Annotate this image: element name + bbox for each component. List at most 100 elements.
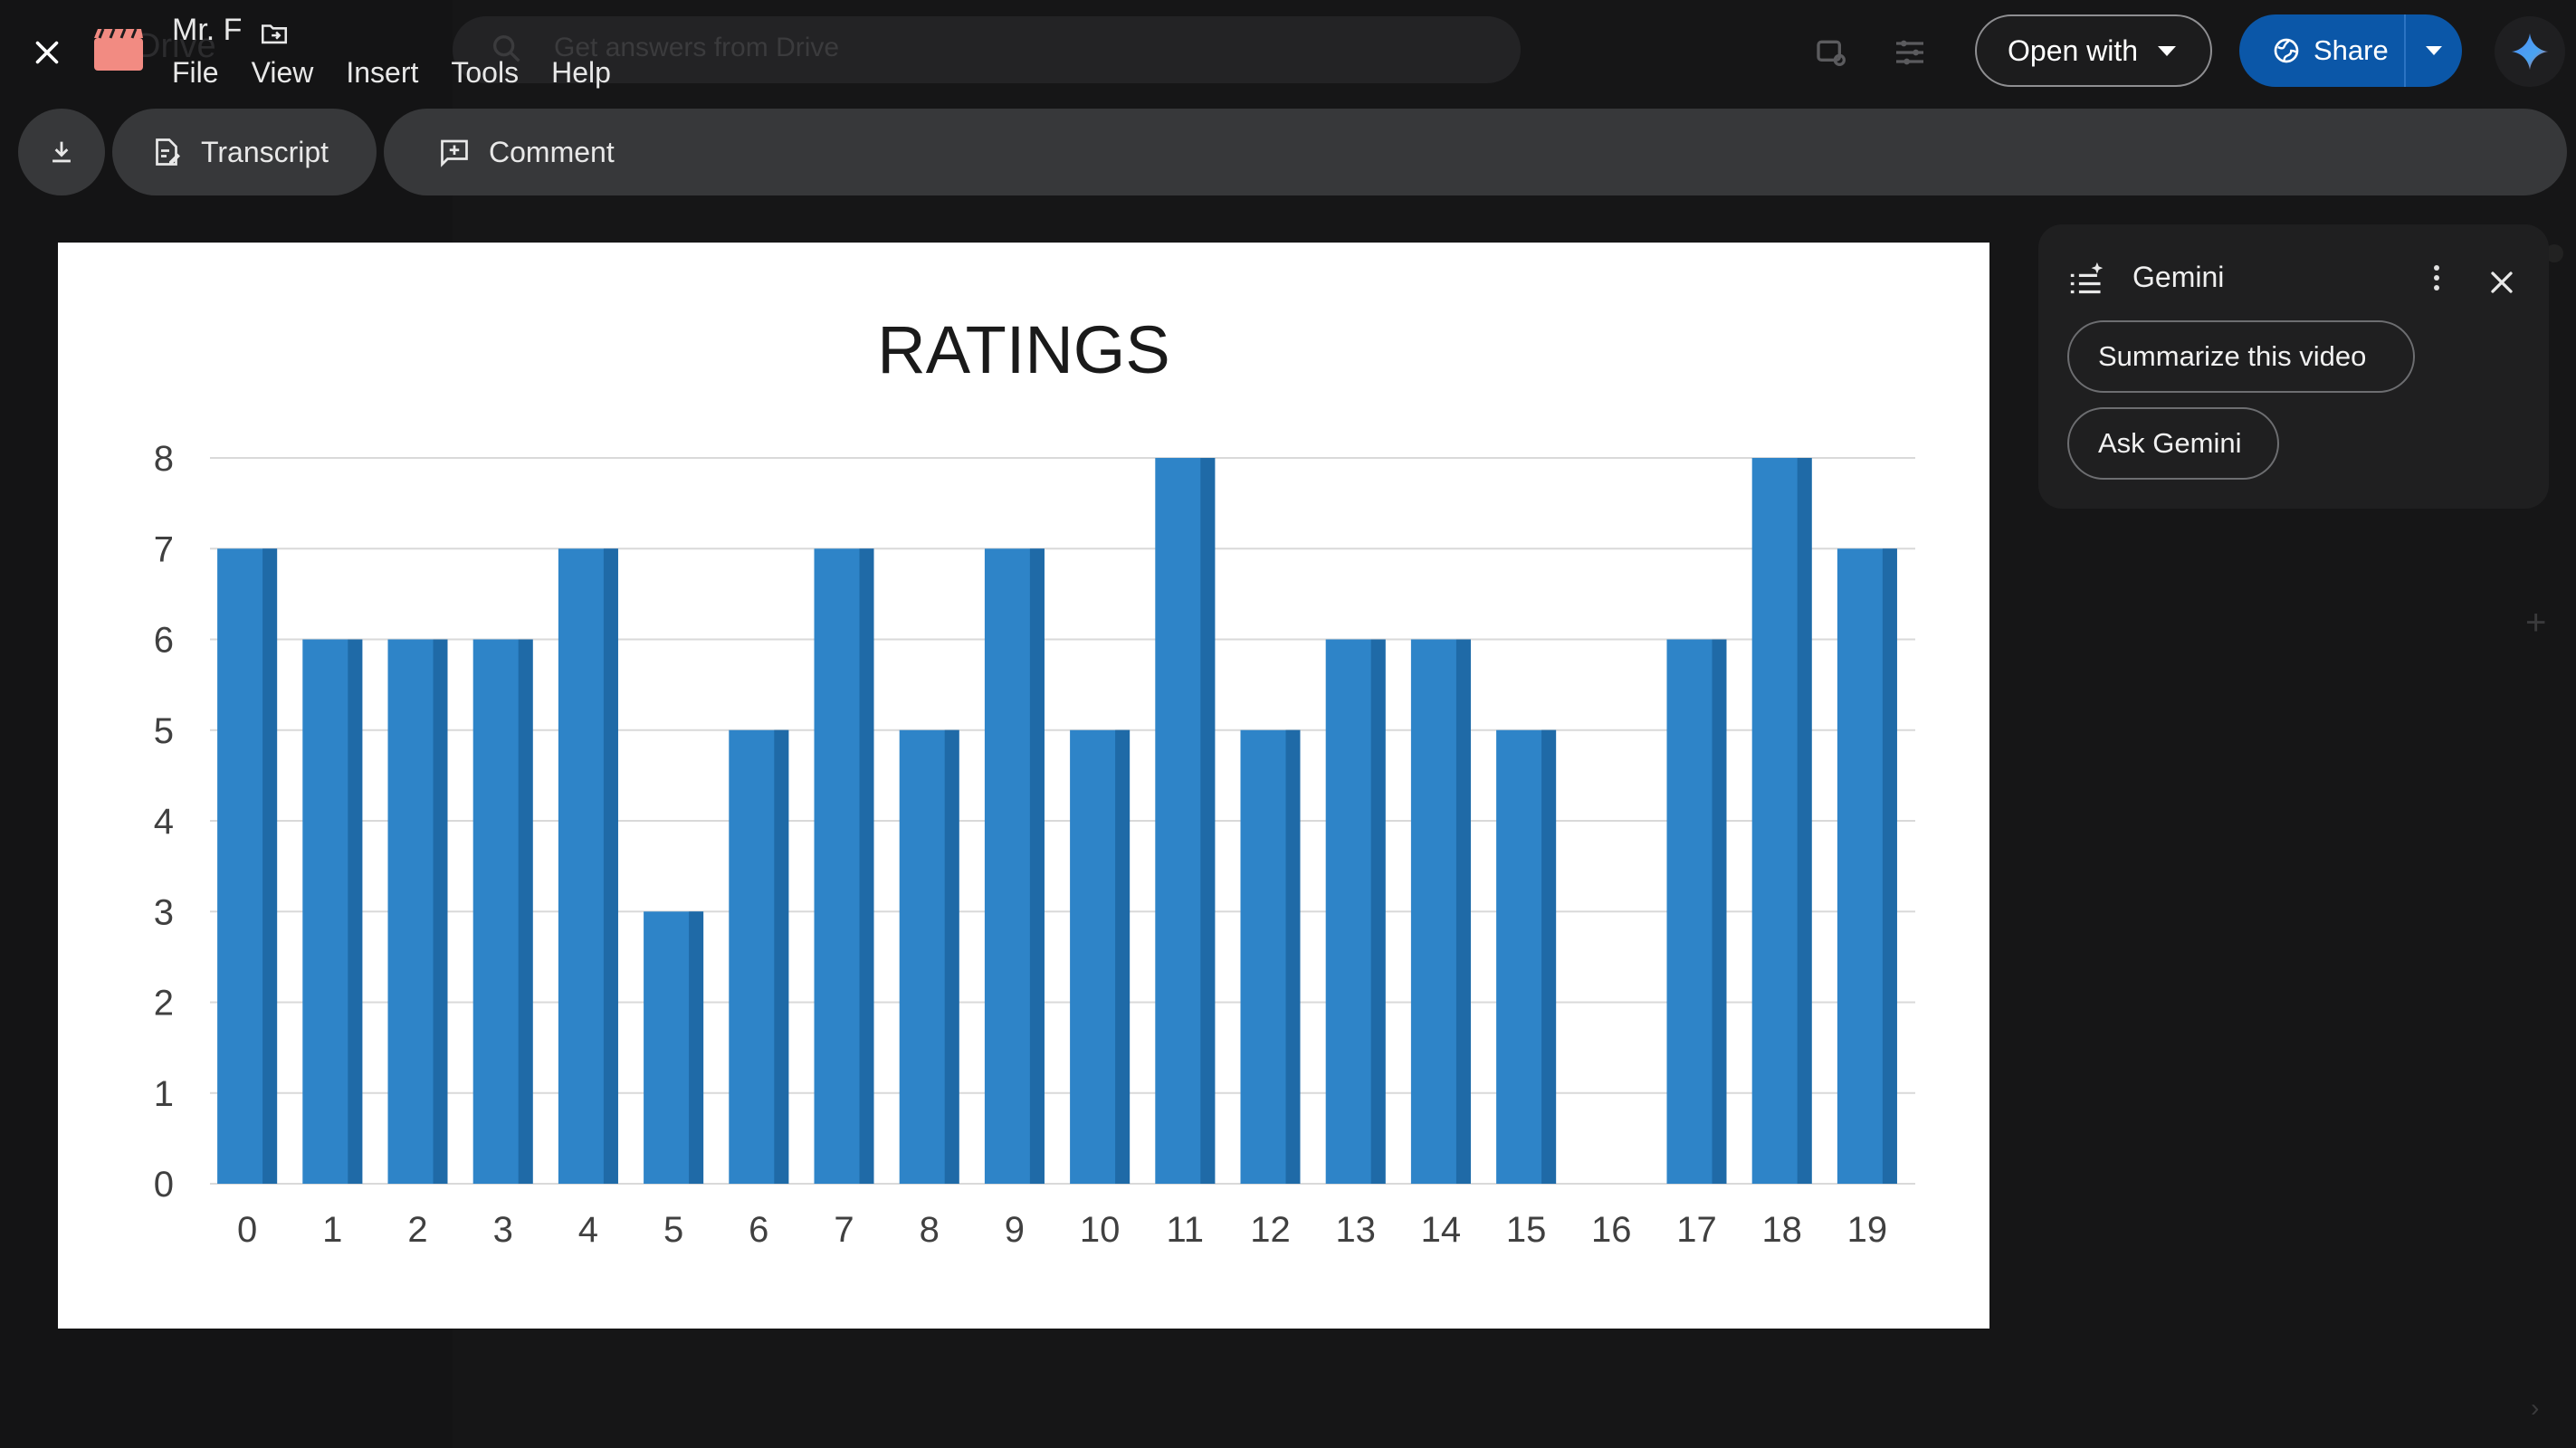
x-tick-label: 18 (1761, 1210, 1802, 1250)
x-tick-label: 15 (1506, 1210, 1547, 1250)
comment-label: Comment (489, 135, 615, 168)
x-tick-label: 13 (1335, 1210, 1376, 1250)
bar-9 (984, 548, 1045, 1184)
gemini-list-icon (2070, 262, 2104, 294)
chart-bars (217, 458, 1897, 1184)
y-tick-label: 0 (154, 1165, 174, 1205)
bar-shade (859, 548, 874, 1184)
x-tick-label: 3 (493, 1210, 513, 1250)
bar-shade (348, 639, 363, 1184)
bar-10 (1070, 729, 1131, 1184)
more-options-button[interactable] (2419, 257, 2455, 299)
bar-shade (689, 911, 704, 1184)
summarize-video-chip[interactable]: Summarize this video (2067, 320, 2415, 393)
x-tick-label: 6 (749, 1210, 768, 1250)
y-tick-label: 8 (154, 439, 174, 479)
bar-13 (1325, 639, 1386, 1184)
bar-1 (302, 639, 363, 1184)
share-divider (2404, 14, 2406, 87)
bar-11 (1155, 458, 1216, 1184)
y-tick-label: 7 (154, 529, 174, 569)
chart-title: RATINGS (877, 312, 1169, 387)
chevron-down-icon (2158, 45, 2177, 56)
bar-shade (433, 639, 448, 1184)
share-dropdown-button[interactable] (2406, 14, 2462, 87)
x-tick-label: 0 (237, 1210, 257, 1250)
chevron-down-icon (2426, 46, 2442, 55)
x-tick-label: 14 (1421, 1210, 1462, 1250)
document-title[interactable]: Mr. F (172, 13, 243, 47)
comment-bar: Comment (384, 109, 2567, 195)
menu-file[interactable]: File (172, 56, 219, 89)
bar-shade (1029, 548, 1045, 1184)
ask-gemini-chip[interactable]: Ask Gemini (2067, 407, 2279, 480)
bar-shade (518, 639, 533, 1184)
transcript-button[interactable]: Transcript (112, 109, 377, 195)
y-tick-label: 1 (154, 1074, 174, 1114)
bar-5 (644, 911, 704, 1184)
more-vert-dot (2434, 275, 2439, 281)
x-tick-label: 11 (1167, 1210, 1205, 1250)
share-button[interactable]: Share (2239, 14, 2404, 87)
transcript-icon (156, 138, 180, 166)
bar-shade (1285, 729, 1301, 1184)
close-icon[interactable] (2484, 264, 2520, 300)
gemini-button[interactable] (2495, 16, 2565, 87)
storage-search-icon (1817, 40, 1846, 67)
download-button[interactable] (18, 109, 105, 195)
x-tick-label: 9 (1005, 1210, 1025, 1250)
bar-6 (729, 729, 789, 1184)
bar-8 (899, 729, 959, 1184)
menu-tools[interactable]: Tools (451, 56, 520, 89)
viewer-toolbar: Transcript Comment (18, 109, 2567, 195)
bar-3 (472, 639, 533, 1184)
menu-insert[interactable]: Insert (346, 56, 419, 89)
x-tick-label: 10 (1080, 1210, 1121, 1250)
chart-gridlines (210, 457, 1915, 1185)
background-search-bar (453, 16, 1521, 83)
y-tick-label: 3 (154, 892, 174, 932)
menu-view[interactable]: View (251, 56, 314, 89)
bar-7 (814, 548, 874, 1184)
close-viewer-button[interactable] (20, 25, 74, 80)
viewer-top-bar: Mr. F File View Insert Tools Help Open w… (0, 0, 2576, 103)
menu-bar: File View Insert Tools Help (172, 56, 611, 90)
bar-shade (262, 548, 278, 1184)
move-to-folder-icon[interactable] (258, 18, 291, 49)
bar-shade (1455, 639, 1471, 1184)
bar-18 (1751, 458, 1812, 1184)
x-tick-label: 19 (1847, 1210, 1887, 1250)
y-tick-label: 6 (154, 621, 174, 661)
x-tick-label: 17 (1676, 1210, 1717, 1250)
x-tick-label: 16 (1591, 1210, 1632, 1250)
globe-icon (2274, 38, 2299, 63)
x-tick-label: 2 (407, 1210, 427, 1250)
bar-2 (387, 639, 448, 1184)
more-vert-icon (2434, 265, 2439, 271)
y-tick-label: 2 (154, 984, 174, 1024)
more-vert-dot (2434, 285, 2439, 291)
filter-icon (1896, 40, 1923, 65)
plus-icon: + (2525, 603, 2547, 643)
bar-17 (1666, 639, 1727, 1184)
gemini-panel: Gemini Summarize this video Ask Gemini (2038, 224, 2549, 509)
open-with-label: Open with (2008, 33, 2139, 67)
transcript-label: Transcript (201, 135, 329, 168)
y-tick-label: 4 (154, 802, 174, 842)
bar-shade (1541, 729, 1557, 1184)
bar-shade (1712, 639, 1727, 1184)
share-label: Share (2314, 34, 2389, 66)
menu-help[interactable]: Help (551, 56, 611, 89)
bar-14 (1410, 639, 1471, 1184)
bar-shade (774, 729, 789, 1184)
x-tick-label: 12 (1250, 1210, 1291, 1250)
background-dot (2545, 244, 2563, 262)
share-button-group: Share (2239, 14, 2462, 87)
bar-shade (1115, 729, 1131, 1184)
bar-shade (1200, 458, 1216, 1184)
background-drive-label: Drive (136, 27, 216, 65)
open-with-button[interactable]: Open with (1975, 14, 2212, 87)
background-search-placeholder: Get answers from Drive (554, 33, 840, 62)
comment-button[interactable]: Comment (438, 109, 615, 195)
